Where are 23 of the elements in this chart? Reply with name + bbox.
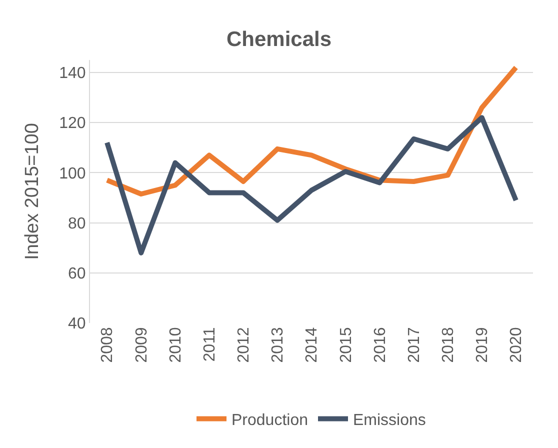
- x-tick-label: 2011: [201, 327, 218, 362]
- y-tick-label: 80: [68, 215, 86, 232]
- x-tick-label: 2015: [338, 327, 355, 363]
- x-tick-label: 2020: [508, 327, 526, 363]
- x-tick-label: 2012: [236, 327, 253, 363]
- x-tick-label: 2008: [99, 327, 116, 363]
- x-tick-label: 2013: [270, 327, 287, 363]
- chart-title: Chemicals: [226, 28, 332, 52]
- x-tick-label: 2019: [474, 327, 492, 363]
- x-tick-label: 2018: [440, 327, 458, 363]
- y-axis-title: Index 2015=100: [22, 123, 43, 260]
- y-tick-label: 60: [68, 266, 86, 282]
- legend-label: Emissions: [353, 412, 426, 430]
- x-tick-label: 2010: [167, 327, 184, 363]
- x-tick-label: 2016: [372, 327, 389, 363]
- y-tick-label: 100: [59, 165, 86, 182]
- x-tick-label: 2017: [406, 327, 423, 363]
- y-tick-label: 140: [59, 65, 86, 82]
- x-tick-label: 2009: [133, 327, 150, 363]
- x-tick-label: 2014: [304, 327, 321, 363]
- y-tick-label: 120: [59, 115, 86, 132]
- legend-label: Production: [232, 412, 308, 430]
- y-tick-label: 40: [68, 316, 86, 333]
